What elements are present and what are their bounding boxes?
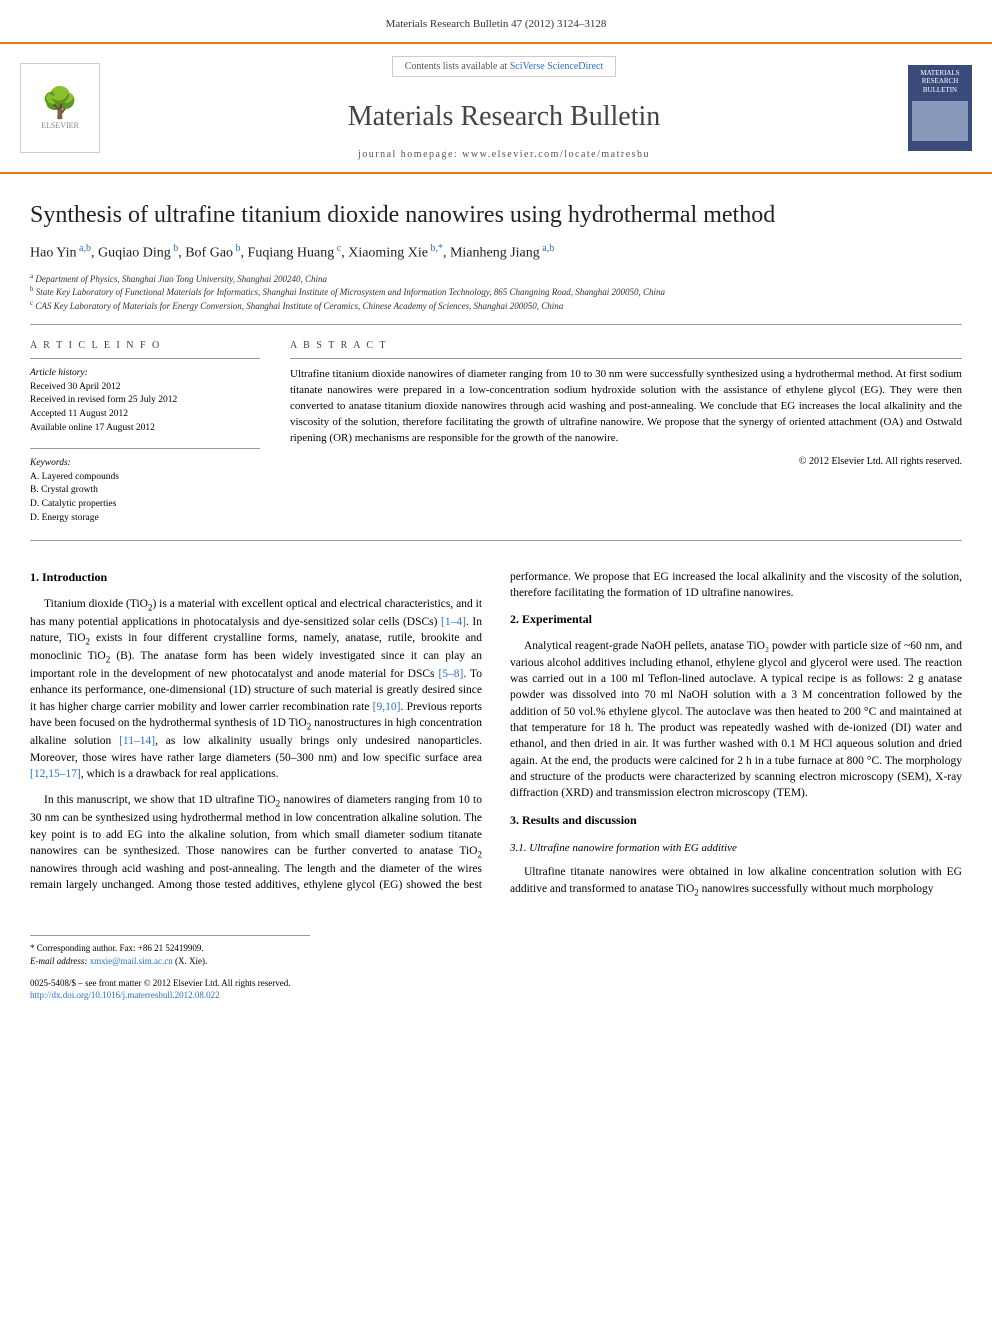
corr-email-link[interactable]: xmxie@mail.sim.ac.cn [90,956,173,966]
history-label: Article history: [30,367,260,381]
section-1-p1: Titanium dioxide (TiO2) is a material wi… [30,596,482,783]
top-citation: Materials Research Bulletin 47 (2012) 31… [0,0,992,42]
authors-line: Hao Yin a,b, Guqiao Ding b, Bof Gao b, F… [0,243,992,272]
header-center: Contents lists available at SciVerse Sci… [120,56,888,160]
journal-homepage: journal homepage: www.elsevier.com/locat… [120,149,888,160]
online-date: Available online 17 August 2012 [30,422,260,436]
section-2-p1: Analytical reagent-grade NaOH pellets, a… [510,638,962,801]
article-info-heading: A R T I C L E I N F O [30,339,260,359]
cover-image-icon [912,101,968,141]
cover-title: MATERIALS RESEARCH BULLETIN [912,69,968,94]
accepted-date: Accepted 11 August 2012 [30,408,260,422]
corresponding-author-footnote: * Corresponding author. Fax: +86 21 5241… [30,935,310,967]
abstract-copyright: © 2012 Elsevier Ltd. All rights reserved… [290,455,962,470]
corr-email-line: E-mail address: xmxie@mail.sim.ac.cn (X.… [30,955,310,968]
affiliation-b: b State Key Laboratory of Functional Mat… [30,285,962,299]
keyword: D. Energy storage [30,512,260,526]
abstract-text: Ultrafine titanium dioxide nanowires of … [290,367,962,447]
section-3-1-p1: Ultrafine titanate nanowires were obtain… [510,864,962,898]
section-2-heading: 2. Experimental [510,611,962,628]
keyword: B. Crystal growth [30,484,260,498]
article-info: A R T I C L E I N F O Article history: R… [30,339,260,525]
homepage-prefix: journal homepage: [358,149,462,160]
contents-available: Contents lists available at SciVerse Sci… [392,56,617,77]
journal-name: Materials Research Bulletin [120,101,888,133]
sciencedirect-link[interactable]: SciVerse ScienceDirect [510,61,604,72]
info-abstract-row: A R T I C L E I N F O Article history: R… [30,324,962,525]
journal-header: 🌳 ELSEVIER Contents lists available at S… [0,42,992,174]
section-3-heading: 3. Results and discussion [510,812,962,829]
homepage-url[interactable]: www.elsevier.com/locate/matresbu [462,149,650,160]
contents-prefix: Contents lists available at [405,61,510,72]
affiliation-a: a Department of Physics, Shanghai Jiao T… [30,272,962,286]
doi-link[interactable]: http://dx.doi.org/10.1016/j.materresbull… [30,990,220,1000]
received-date: Received 30 April 2012 [30,381,260,395]
email-label: E-mail address: [30,956,90,966]
keywords-block: Keywords: A. Layered compounds B. Crysta… [30,448,260,526]
footer: 0025-5408/$ – see front matter © 2012 El… [0,967,992,1021]
affiliations: a Department of Physics, Shanghai Jiao T… [0,272,992,325]
keyword: D. Catalytic properties [30,498,260,512]
article-body: 1. Introduction Titanium dioxide (TiO2) … [0,541,992,922]
footer-copyright: 0025-5408/$ – see front matter © 2012 El… [30,977,962,989]
journal-cover-thumb: MATERIALS RESEARCH BULLETIN [908,65,972,151]
affiliation-c: c CAS Key Laboratory of Materials for En… [30,299,962,313]
elsevier-tree-icon: 🌳 [41,86,78,121]
section-1-heading: 1. Introduction [30,569,482,586]
publisher-name: ELSEVIER [41,121,79,130]
article-title: Synthesis of ultrafine titanium dioxide … [0,174,992,243]
elsevier-logo: 🌳 ELSEVIER [20,63,100,153]
keyword: A. Layered compounds [30,471,260,485]
corr-author: * Corresponding author. Fax: +86 21 5241… [30,942,310,955]
revised-date: Received in revised form 25 July 2012 [30,394,260,408]
section-3-1-heading: 3.1. Ultrafine nanowire formation with E… [510,841,962,857]
abstract-heading: A B S T R A C T [290,339,962,359]
corr-email-suffix: (X. Xie). [173,956,208,966]
abstract: A B S T R A C T Ultrafine titanium dioxi… [290,339,962,525]
keywords-label: Keywords: [30,457,260,471]
